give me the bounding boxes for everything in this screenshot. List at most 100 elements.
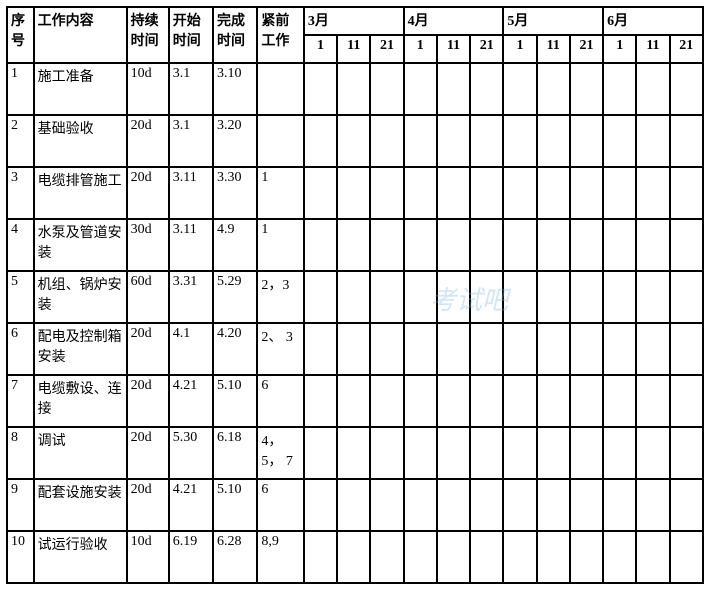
col-day: 21	[370, 35, 403, 63]
gantt-cell	[503, 531, 536, 583]
table-row: 6配电及控制箱安装20d4.14.202、 3	[7, 323, 703, 375]
col-day: 21	[470, 35, 503, 63]
gantt-cell	[370, 63, 403, 115]
gantt-cell	[537, 115, 570, 167]
cell-seq: 10	[7, 531, 34, 583]
table-row: 3电缆排管施工20d3.113.301	[7, 167, 703, 219]
cell-pred	[257, 63, 304, 115]
col-duration: 持续时间	[127, 7, 169, 63]
gantt-cell	[437, 219, 470, 271]
gantt-cell	[304, 115, 337, 167]
gantt-cell	[304, 219, 337, 271]
cell-end: 5.29	[213, 271, 257, 323]
gantt-cell	[537, 219, 570, 271]
gantt-cell	[670, 427, 703, 479]
col-day: 11	[636, 35, 669, 63]
gantt-cell	[670, 63, 703, 115]
cell-duration: 10d	[127, 63, 169, 115]
cell-pred: 1	[257, 219, 304, 271]
table-row: 8调试20d5.306.184，5， 7	[7, 427, 703, 479]
gantt-cell	[437, 427, 470, 479]
cell-start: 3.11	[169, 219, 213, 271]
gantt-cell	[670, 167, 703, 219]
gantt-cell	[370, 271, 403, 323]
gantt-cell	[404, 271, 437, 323]
col-day: 21	[670, 35, 703, 63]
gantt-cell	[370, 323, 403, 375]
cell-end: 4.20	[213, 323, 257, 375]
cell-pred: 4，5， 7	[257, 427, 304, 479]
gantt-cell	[670, 479, 703, 531]
gantt-cell	[537, 271, 570, 323]
cell-end: 3.10	[213, 63, 257, 115]
gantt-cell	[404, 115, 437, 167]
gantt-cell	[670, 271, 703, 323]
gantt-cell	[404, 63, 437, 115]
gantt-cell	[470, 375, 503, 427]
gantt-cell	[503, 167, 536, 219]
cell-duration: 20d	[127, 323, 169, 375]
gantt-cell	[503, 271, 536, 323]
cell-duration: 20d	[127, 427, 169, 479]
col-day: 11	[337, 35, 370, 63]
cell-duration: 20d	[127, 115, 169, 167]
gantt-cell	[570, 167, 603, 219]
col-end: 完成时间	[213, 7, 257, 63]
gantt-cell	[537, 63, 570, 115]
gantt-cell	[503, 427, 536, 479]
cell-start: 3.1	[169, 115, 213, 167]
cell-pred: 2，3	[257, 271, 304, 323]
gantt-cell	[603, 427, 636, 479]
cell-pred: 8,9	[257, 531, 304, 583]
gantt-cell	[537, 323, 570, 375]
gantt-cell	[304, 479, 337, 531]
gantt-cell	[603, 63, 636, 115]
gantt-cell	[304, 167, 337, 219]
gantt-cell	[470, 479, 503, 531]
cell-content: 水泵及管道安装	[34, 219, 127, 271]
gantt-cell	[670, 115, 703, 167]
cell-end: 5.10	[213, 479, 257, 531]
cell-seq: 3	[7, 167, 34, 219]
gantt-cell	[670, 219, 703, 271]
gantt-cell	[404, 479, 437, 531]
cell-start: 6.19	[169, 531, 213, 583]
cell-seq: 1	[7, 63, 34, 115]
cell-pred: 1	[257, 167, 304, 219]
gantt-cell	[370, 427, 403, 479]
gantt-cell	[603, 479, 636, 531]
gantt-cell	[570, 115, 603, 167]
col-day: 1	[404, 35, 437, 63]
cell-pred	[257, 115, 304, 167]
gantt-cell	[337, 323, 370, 375]
gantt-cell	[570, 531, 603, 583]
gantt-table: 序号 工作内容 持续时间 开始时间 完成时间 紧前工作 3月 4月 5月 6月 …	[6, 6, 704, 584]
gantt-cell	[636, 63, 669, 115]
gantt-cell	[370, 115, 403, 167]
gantt-cell	[636, 427, 669, 479]
cell-start: 3.31	[169, 271, 213, 323]
gantt-cell	[337, 427, 370, 479]
cell-end: 3.20	[213, 115, 257, 167]
cell-seq: 5	[7, 271, 34, 323]
cell-duration: 10d	[127, 531, 169, 583]
cell-content: 电缆敷设、连接	[34, 375, 127, 427]
col-month-4: 4月	[404, 7, 504, 35]
cell-start: 5.30	[169, 427, 213, 479]
gantt-cell	[636, 115, 669, 167]
col-month-6: 6月	[603, 7, 703, 35]
gantt-cell	[304, 323, 337, 375]
gantt-cell	[304, 427, 337, 479]
gantt-cell	[537, 531, 570, 583]
gantt-cell	[570, 271, 603, 323]
cell-seq: 7	[7, 375, 34, 427]
gantt-cell	[503, 115, 536, 167]
cell-start: 4.1	[169, 323, 213, 375]
table-row: 4水泵及管道安装30d3.114.91	[7, 219, 703, 271]
cell-pred: 2、 3	[257, 323, 304, 375]
gantt-cell	[603, 531, 636, 583]
cell-end: 3.30	[213, 167, 257, 219]
gantt-cell	[537, 479, 570, 531]
col-month-3: 3月	[304, 7, 404, 35]
gantt-cell	[404, 323, 437, 375]
